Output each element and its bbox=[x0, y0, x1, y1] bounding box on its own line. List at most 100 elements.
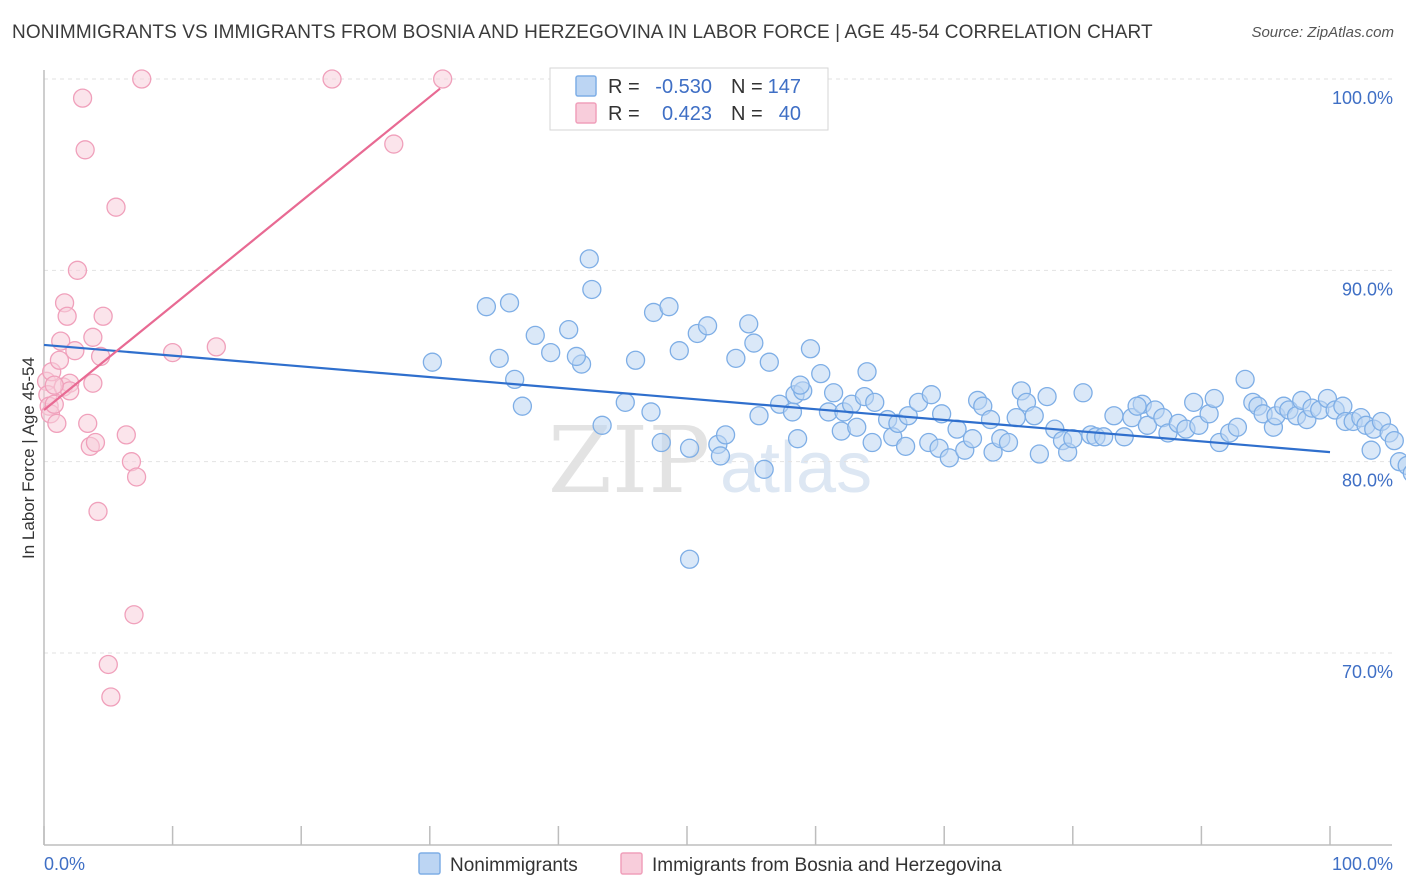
immigrants-points bbox=[36, 69, 453, 707]
nonimmigrant-point-11 bbox=[579, 249, 599, 269]
nonimmigrant-point-36 bbox=[787, 429, 808, 449]
nonimmigrant-point-80 bbox=[1063, 429, 1083, 449]
nonimmigrant-point-102 bbox=[1227, 417, 1248, 437]
nonimmigrant-point-2 bbox=[499, 293, 520, 313]
nonimmigrant-point-55 bbox=[895, 436, 916, 457]
immigrant-point-33 bbox=[162, 342, 183, 363]
nonimmigrant-point-50 bbox=[862, 432, 882, 453]
nonimmigrant-point-64 bbox=[962, 429, 983, 449]
nonimmigrant-point-32 bbox=[754, 459, 774, 479]
immigrant-point-39 bbox=[44, 375, 64, 395]
nonimmigrant-point-34 bbox=[782, 402, 803, 422]
immigrant-point-18 bbox=[78, 413, 98, 434]
nonimmigrant-point-31 bbox=[749, 406, 769, 426]
nonimmigrant-point-8 bbox=[559, 319, 579, 340]
immigrant-point-34 bbox=[206, 337, 226, 357]
nonimmigrant-point-70 bbox=[998, 432, 1019, 453]
nonimmigrant-point-29 bbox=[744, 333, 764, 353]
y-axis-tick-labels: 70.0% 80.0% 90.0% 100.0% bbox=[1332, 88, 1393, 682]
immigrant-point-5 bbox=[44, 394, 64, 414]
grid-lines bbox=[44, 78, 1392, 654]
nonimmigrant-point-96 bbox=[1184, 392, 1204, 413]
nonimmigrant-point-48 bbox=[857, 362, 877, 382]
immigrant-point-29 bbox=[116, 425, 136, 445]
legend-n-label-1: N = bbox=[731, 76, 763, 98]
nonimmigrant-point-71 bbox=[1006, 408, 1026, 428]
nonimmigrant-point-81 bbox=[1073, 383, 1093, 403]
legend-n-value-1: 147 bbox=[768, 76, 801, 98]
nonimmigrant-point-90 bbox=[1137, 415, 1158, 435]
y-tick-label-80: 80.0% bbox=[1342, 471, 1393, 491]
series-legend: Nonimmigrants Immigrants from Bosnia and… bbox=[418, 852, 1002, 876]
x-axis-ticks bbox=[43, 826, 1331, 845]
nonimmigrant-point-75 bbox=[1029, 444, 1050, 464]
chart-title: NONIMMIGRANTS VS IMMIGRANTS FROM BOSNIA … bbox=[12, 22, 1153, 43]
nonimmigrant-point-49 bbox=[865, 392, 885, 413]
watermark-zip: ZIP bbox=[548, 407, 710, 514]
nonimmigrant-point-40 bbox=[811, 364, 831, 384]
nonimmigrant-point-84 bbox=[1094, 427, 1114, 447]
nonimmigrant-point-18 bbox=[659, 297, 679, 317]
legend-r-value-2: 0.423 bbox=[662, 103, 712, 125]
immigrant-point-21 bbox=[83, 327, 103, 347]
nonimmigrant-point-22 bbox=[697, 316, 718, 336]
nonimmigrant-point-26 bbox=[715, 425, 736, 445]
legend-r-label-2: R = bbox=[608, 103, 640, 125]
y-tick-label-90: 90.0% bbox=[1342, 279, 1393, 299]
nonimmigrant-point-28 bbox=[739, 314, 759, 334]
nonimmigrant-point-14 bbox=[625, 350, 646, 370]
nonimmigrant-point-103 bbox=[1235, 369, 1255, 390]
nonimmigrants-points bbox=[422, 249, 1406, 569]
trend-lines bbox=[43, 87, 1331, 454]
nonimmigrant-point-15 bbox=[615, 392, 635, 413]
nonimmigrant-point-19 bbox=[651, 432, 671, 453]
immigrant-point-31 bbox=[124, 605, 144, 625]
y-axis-title: In Labor Force | Age 45-54 bbox=[19, 357, 38, 559]
immigrant-point-11 bbox=[57, 306, 77, 326]
legend-r-value-1: -0.530 bbox=[655, 76, 712, 98]
legend-r-label-1: R = bbox=[608, 76, 640, 98]
nonimmigrant-point-0 bbox=[422, 352, 443, 372]
legend-swatch-blue bbox=[575, 75, 597, 97]
immigrant-point-32 bbox=[126, 467, 147, 487]
immigrants-trend-line bbox=[43, 87, 441, 411]
immigrant-point-15 bbox=[67, 260, 88, 280]
nonimmigrant-point-30 bbox=[759, 352, 779, 372]
immigrant-point-38 bbox=[132, 69, 152, 89]
x-tick-label-min: 0.0% bbox=[44, 854, 85, 874]
immigrant-point-27 bbox=[101, 687, 121, 707]
immigrant-point-37 bbox=[433, 69, 453, 89]
nonimmigrant-point-130 bbox=[1402, 465, 1406, 481]
immigrant-point-22 bbox=[85, 432, 106, 453]
nonimmigrant-point-67 bbox=[980, 409, 1001, 430]
nonimmigrant-point-7 bbox=[541, 342, 561, 363]
immigrant-point-36 bbox=[384, 134, 404, 154]
nonimmigrant-point-13 bbox=[592, 415, 612, 435]
nonimmigrant-point-10 bbox=[566, 346, 587, 367]
nonimmigrant-point-12 bbox=[582, 279, 602, 300]
nonimmigrant-point-38 bbox=[790, 375, 810, 395]
nonimmigrant-point-89 bbox=[1127, 396, 1147, 416]
immigrant-point-17 bbox=[75, 140, 95, 160]
immigrant-point-14 bbox=[65, 341, 85, 361]
series-label-nonimmigrants: Nonimmigrants bbox=[450, 855, 578, 876]
nonimmigrant-point-124 bbox=[1361, 440, 1381, 460]
legend-n-value-2: 40 bbox=[779, 103, 801, 125]
legend-n-label-2: N = bbox=[731, 103, 763, 125]
nonimmigrant-point-74 bbox=[1024, 406, 1044, 426]
immigrant-point-7 bbox=[49, 350, 70, 370]
nonimmigrant-point-58 bbox=[921, 385, 941, 405]
nonimmigrant-point-99 bbox=[1204, 388, 1224, 409]
nonimmigrant-point-1 bbox=[476, 297, 497, 317]
nonimmigrant-point-16 bbox=[641, 402, 661, 422]
y-tick-label-100: 100.0% bbox=[1332, 88, 1393, 108]
x-tick-label-max: 100.0% bbox=[1332, 854, 1393, 874]
nonimmigrant-point-62 bbox=[947, 419, 967, 439]
nonimmigrant-point-6 bbox=[512, 396, 533, 416]
nonimmigrant-point-85 bbox=[1104, 406, 1124, 426]
nonimmigrant-point-3 bbox=[489, 348, 509, 368]
nonimmigrant-point-127 bbox=[1384, 430, 1404, 451]
immigrant-point-16 bbox=[72, 88, 93, 108]
nonimmigrant-point-76 bbox=[1037, 386, 1057, 407]
